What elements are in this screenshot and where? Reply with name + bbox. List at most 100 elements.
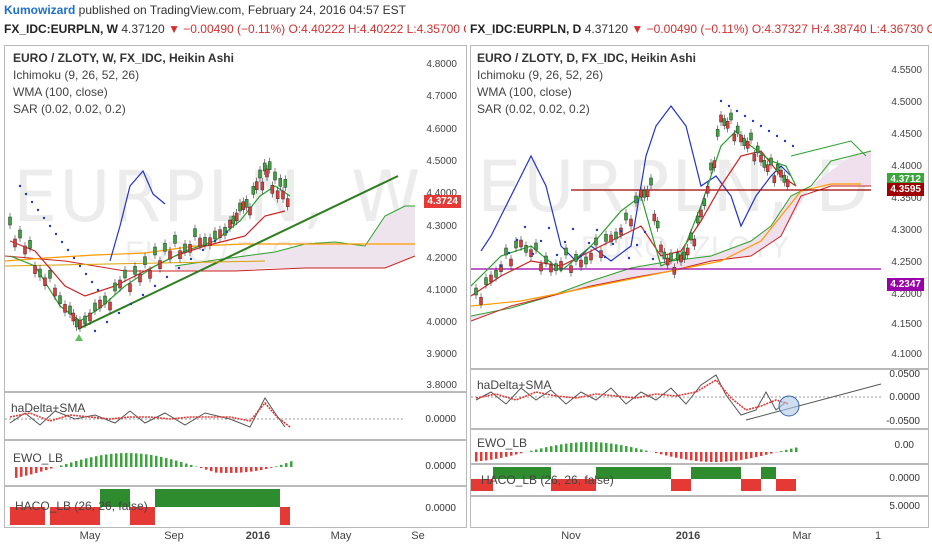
sar-dot (587, 241, 591, 245)
ewo-bar (40, 467, 43, 472)
left-symbol[interactable]: FX_IDC:EURPLN, W (4, 22, 118, 36)
ewo-bar (575, 442, 578, 452)
ewo-bar (685, 452, 688, 460)
candle (589, 252, 593, 261)
sar-dot (555, 253, 559, 257)
left-hadelta-pane[interactable]: haDelta+SMA 0.0000 (4, 392, 467, 440)
candle (270, 185, 275, 194)
senkou-ext-right (790, 140, 867, 157)
right-hadelta-pane[interactable]: haDelta+SMA 0.0500 0.0000 -0.0500 (470, 369, 929, 429)
left-chart-title[interactable]: EURO / ZLOTY, W, FX_IDC, Heikin Ashi (13, 51, 234, 65)
candle (649, 177, 653, 186)
right-main-pane[interactable]: EURPLN, D EURO / ZLOTY EURO / ZLOTY, D, … (470, 45, 929, 369)
right-price-plot (471, 99, 881, 322)
left-xtick: May (330, 530, 352, 542)
candle (539, 263, 543, 272)
sar-dot (579, 254, 583, 258)
sar-dot (719, 99, 723, 103)
candle (148, 270, 152, 279)
ewo-bar (60, 465, 63, 467)
left-price-axis[interactable]: 4.8000 4.7000 4.6000 4.5000 4.4000 4.300… (405, 45, 463, 391)
left-hadelta-label[interactable]: haDelta+SMA (11, 401, 86, 415)
sar-dots-left (18, 184, 229, 333)
right-study-sar[interactable]: SAR (0.02, 0.02, 0.2) (477, 102, 590, 116)
left-study-wma[interactable]: WMA (100, close) (13, 85, 108, 99)
right-price-axis[interactable]: 4.5500 4.5000 4.4500 4.4000 4.3500 4.300… (868, 45, 928, 367)
ewo-bar (570, 442, 573, 452)
senkou-a-line (174, 205, 415, 267)
ewo-bar (785, 449, 788, 452)
ewo-bar (615, 444, 618, 452)
ewo-bar (125, 453, 128, 467)
candle (624, 212, 628, 221)
sar-dot (611, 242, 615, 246)
ewo-bar (180, 462, 183, 467)
left-study-sar[interactable]: SAR (0.02, 0.02, 0.2) (13, 102, 126, 116)
ewo-bar (165, 458, 168, 467)
candle (254, 181, 259, 190)
sar-dot (24, 192, 28, 196)
left-time-axis[interactable]: May Sep 2016 May Se (4, 527, 465, 547)
right-ytick: 4.5500 (891, 65, 922, 76)
ewo-bar (145, 454, 148, 467)
ewo-bar (85, 458, 88, 467)
left-price: 4.37120 (121, 22, 165, 36)
candle (672, 267, 677, 275)
right-legend: EURO / ZLOTY, D, FX_IDC, Heikin Ashi Ich… (477, 50, 696, 118)
right-symbol[interactable]: FX_IDC:EURPLN, D (470, 22, 582, 36)
candle (529, 249, 533, 257)
ewo-bar (590, 442, 593, 452)
right-symbol-line: FX_IDC:EURPLN, D 4.37120 ▼ −0.00490 (−0.… (470, 20, 932, 38)
ewo-bar (705, 452, 708, 462)
right-chart-title[interactable]: EURO / ZLOTY, D, FX_IDC, Heikin Ashi (477, 51, 696, 65)
candle (113, 282, 117, 292)
right-study-ichimoku[interactable]: Ichimoku (9, 26, 52, 26) (477, 68, 604, 82)
sar-dot (563, 240, 567, 244)
candle (752, 153, 757, 162)
ewo-bar (555, 445, 558, 452)
right-ewo-plot (475, 442, 798, 462)
sar-dot (66, 248, 70, 252)
ewo-bar (210, 467, 213, 472)
right-study-wma[interactable]: WMA (100, close) (477, 85, 572, 99)
right-hadelta-label[interactable]: haDelta+SMA (477, 378, 552, 392)
author-link[interactable]: Kumowizard (4, 3, 76, 17)
candle (108, 301, 112, 311)
sar-dot (627, 256, 631, 260)
left-xtick: 2016 (245, 530, 271, 542)
right-haco-plot (471, 467, 796, 491)
left-haco-pane[interactable]: HACO_LB (26, 26, false) 0.0000 (4, 486, 467, 528)
ewo-bar (720, 452, 723, 462)
right-haco-pane[interactable]: HACO_LB (26, 26, false) 0.0000 (470, 464, 929, 496)
ewo-bar (495, 452, 498, 459)
sar-dot (727, 104, 731, 108)
sar-dot (751, 119, 755, 123)
left-study-ichimoku[interactable]: Ichimoku (9, 26, 52, 26) (13, 68, 140, 82)
right-extra-pane[interactable]: 5.0000 (470, 496, 929, 528)
ewo-bar (190, 465, 193, 467)
right-ytick: 4.3000 (891, 225, 922, 236)
publish-header: Kumowizard published on TradingView.com,… (0, 0, 932, 20)
left-ewo-pane[interactable]: EWO_LB 0.0000 (4, 440, 467, 486)
candle (655, 220, 660, 229)
candle (281, 190, 285, 200)
right-time-axis[interactable]: Nov 2016 Mar 1 (470, 527, 927, 547)
candle (765, 164, 770, 172)
ewo-bar (740, 452, 743, 460)
right-change: ▼ −0.00490 (−0.11%) (631, 22, 749, 36)
candle (739, 134, 743, 143)
sar-arrow (75, 334, 83, 341)
candles-left (8, 157, 290, 332)
ewo-bar (95, 456, 98, 467)
right-ewo-pane[interactable]: EWO_LB 0.00 (470, 429, 929, 464)
ewo-bar (535, 449, 538, 452)
candle (74, 318, 79, 328)
ewo-bar (620, 445, 623, 452)
candle (83, 315, 87, 325)
haco-block (776, 479, 796, 491)
candle (645, 189, 650, 197)
left-main-pane[interactable]: EURPLN, W EURO / ZLOTY EURO / ZLOTY, W, … (4, 45, 467, 392)
candle (262, 162, 267, 172)
sar-dot (759, 124, 763, 128)
sar-dots-right (499, 99, 795, 268)
